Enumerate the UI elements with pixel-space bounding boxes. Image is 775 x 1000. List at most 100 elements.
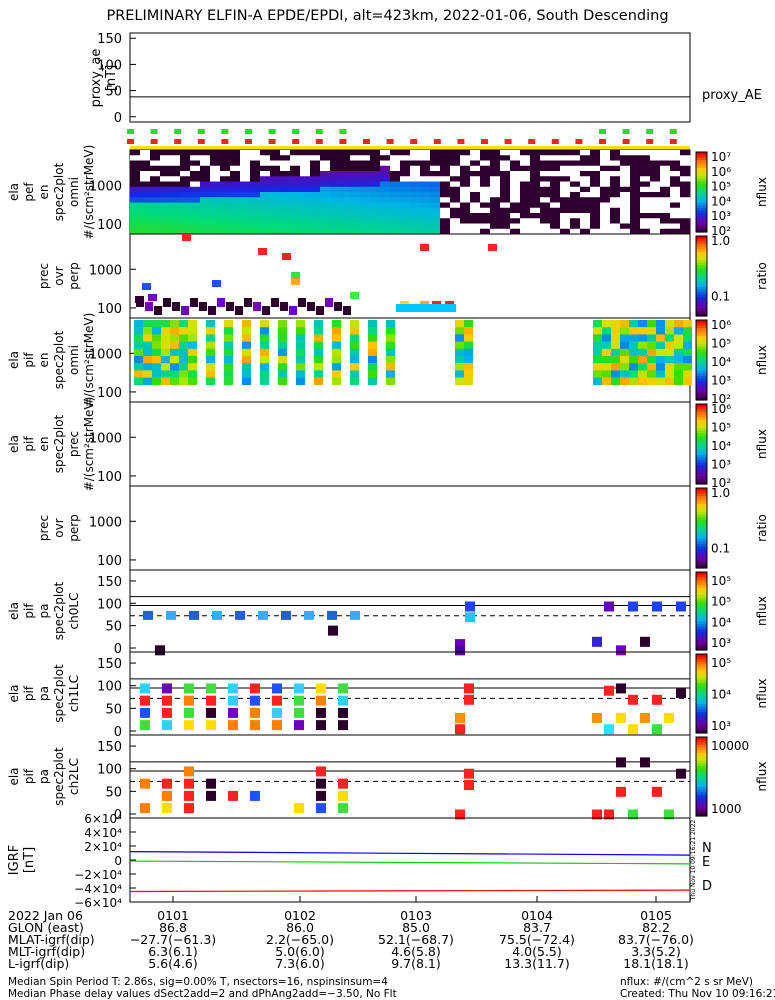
pa-cell	[250, 720, 260, 731]
spectrogram-cell	[360, 176, 371, 182]
spectrogram-cell	[470, 160, 481, 167]
ch0lc-colorbar-tick: 10³	[711, 636, 731, 650]
spectrogram-cell	[550, 150, 561, 156]
spectrogram-cell	[310, 150, 321, 156]
ch2lc-colorbar-cell	[696, 750, 707, 754]
spectrogram-cell	[550, 207, 561, 214]
spectrogram-cell	[170, 160, 181, 167]
ela-pef-omni-ytick: 100	[97, 218, 122, 233]
ela-ratio-colorbar-cell	[696, 236, 707, 240]
spectrogram-cell	[240, 176, 251, 182]
spectrogram-cell	[430, 176, 441, 182]
ela-pef-omni-colorbar-cell	[696, 184, 707, 188]
spectrogram-cell	[206, 370, 215, 378]
spectrogram-cell	[660, 197, 671, 203]
spectrogram-cell	[410, 186, 421, 193]
pa-cell	[189, 610, 199, 620]
spectrogram-cell	[464, 363, 473, 371]
ela-pif-prec-colorbar-cell	[696, 430, 707, 434]
spectrogram-cell	[410, 207, 421, 214]
ch2lc-colorbar-cell	[696, 776, 707, 780]
spectrogram-cell	[620, 377, 629, 385]
ion-ratio-colorbar	[695, 487, 708, 569]
spectrogram-cell	[530, 218, 541, 224]
spectrogram-cell	[278, 363, 287, 371]
spectrogram-cell	[420, 223, 431, 230]
spectrogram-cell	[250, 218, 261, 224]
pa-cell	[235, 610, 245, 620]
spectrogram-cell	[638, 377, 647, 385]
spectrogram-cell	[590, 202, 601, 209]
x-axis-value: 86.0	[286, 920, 314, 935]
spectrogram-cell	[180, 186, 191, 193]
ela-pif-prec-colorbar-cell	[696, 460, 707, 464]
spectrogram-cell	[350, 155, 361, 161]
spectrogram-cell	[290, 171, 301, 177]
ela-ratio-colorbar-cell	[696, 281, 707, 285]
ela-ratio-colorbar-cell	[696, 246, 707, 250]
spectrogram-cell	[400, 192, 411, 198]
ratio-cell	[163, 298, 171, 307]
ch1lc-cells	[140, 683, 686, 735]
pa-cell	[592, 809, 602, 820]
spectrogram-cell	[560, 160, 571, 167]
spectrogram-cell	[650, 155, 661, 161]
pa-cell	[184, 778, 194, 789]
pa-cell	[316, 720, 326, 731]
spectrogram-cell	[368, 377, 377, 385]
spectrogram-cell	[320, 192, 331, 198]
status-square-green	[174, 129, 182, 134]
spectrogram-cell	[610, 171, 621, 177]
spectrogram-cell	[630, 223, 641, 230]
spectrogram-cell	[180, 155, 191, 161]
spectrogram-cell	[510, 228, 521, 235]
pa-cell	[316, 766, 326, 777]
spectrogram-cell	[455, 363, 464, 371]
pa-cell	[604, 809, 614, 820]
spectrogram-cell	[240, 186, 251, 193]
spectrogram-cell	[230, 165, 241, 172]
spectrogram-cell	[540, 155, 551, 161]
pa-cell	[250, 707, 260, 718]
spectrogram-cell	[530, 171, 541, 177]
spectrogram-cell	[570, 202, 581, 209]
spectrogram-cell	[230, 202, 241, 209]
spectrogram-cell	[480, 155, 491, 161]
spectrogram-cell	[170, 197, 181, 203]
spectrogram-cell	[490, 192, 501, 198]
spectrogram-cell	[620, 171, 631, 177]
spectrogram-cell	[210, 176, 221, 182]
spectrogram-cell	[500, 228, 511, 235]
spectrogram-cell	[320, 181, 331, 188]
ch2lc-ylabel: ch2LC	[67, 758, 81, 795]
ch2lc-colorbar-cell	[696, 808, 707, 812]
spectrogram-cell	[270, 181, 281, 188]
ch0lc-ytick: 50	[105, 620, 122, 635]
spectrogram-cell	[440, 223, 451, 230]
igrf-ylabel: IGRF	[7, 845, 22, 875]
spectrogram-cell	[170, 192, 181, 198]
pa-cell	[206, 695, 216, 706]
ch1lc-colorbar-cell	[696, 727, 707, 731]
ratio-cell	[217, 298, 225, 307]
spectrogram-cell	[500, 207, 511, 214]
status-square-red	[433, 139, 441, 144]
pa-cell	[338, 683, 348, 694]
spectrogram-cell	[200, 171, 211, 177]
spectrogram-cell	[160, 155, 171, 161]
spectrogram-cell	[140, 207, 151, 214]
spectrogram-cell	[455, 334, 464, 342]
ch1lc-ylabel: spec2plot	[52, 664, 66, 723]
spectrogram-cell	[470, 186, 481, 193]
spectrogram-cell	[500, 192, 511, 198]
ion-ratio-colorbar-cell	[696, 501, 707, 505]
spectrogram-cell	[450, 207, 461, 214]
spectrogram-cell	[210, 192, 221, 198]
ela-pef-omni-colorbar-cell	[696, 178, 707, 182]
spectrogram-cell	[455, 370, 464, 378]
spectrogram-cell	[620, 348, 629, 357]
spectrogram-cell	[140, 186, 151, 193]
spectrogram-cell	[430, 181, 441, 188]
ion-ratio-ytick: 1000	[89, 515, 122, 530]
ela-ratio-ylabel: perp	[67, 262, 81, 290]
